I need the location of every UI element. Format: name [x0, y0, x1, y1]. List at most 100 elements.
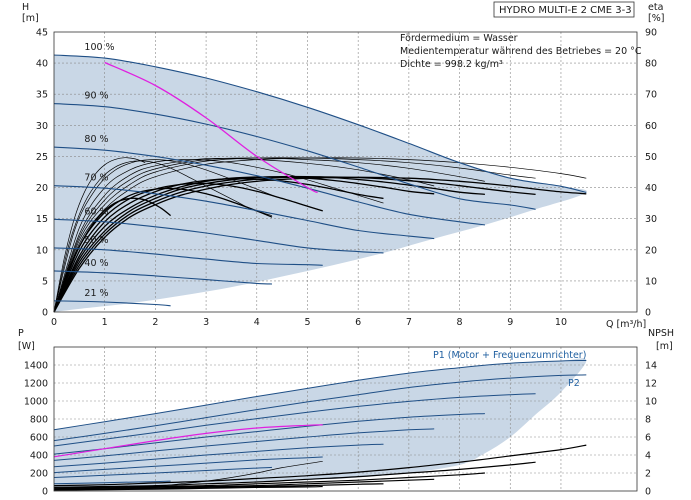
npsh-tick-label: 12 — [645, 379, 657, 390]
npsh-curve-15 — [53, 485, 323, 491]
speed-label: 80 % — [84, 134, 108, 145]
power-curve-2 — [53, 393, 536, 447]
top-left-axis-unit: [m] — [22, 13, 39, 24]
max-efficiency-line — [104, 61, 318, 194]
label-p1: P1 (Motor + Frequenzumrichter) — [433, 350, 586, 361]
top-right-axis-label: eta — [648, 2, 663, 13]
efficiency-curve-thin-24 — [53, 157, 146, 313]
y2-tick-label: 20 — [645, 245, 657, 256]
y2-tick-label: 50 — [645, 152, 657, 163]
npsh-curve-thin-16 — [104, 460, 323, 490]
y-tick-label: 40 — [36, 59, 48, 70]
y2-tick-label: 30 — [645, 214, 657, 225]
efficiency-curve-thin-20 — [53, 157, 435, 313]
note-medium: Fördermedium = Wasser — [400, 33, 518, 44]
bottom-operating-envelope — [54, 358, 587, 488]
y2-tick-label: 70 — [645, 90, 657, 101]
top-left-axis-label: H — [22, 2, 29, 13]
p-tick-label: 200 — [30, 469, 48, 480]
y2-tick-label: 90 — [645, 28, 657, 39]
npsh-curve-13 — [53, 478, 435, 490]
efficiency-curve-16 — [53, 197, 172, 313]
head-curve-2 — [53, 146, 485, 226]
efficiency-curve-thin-21 — [53, 159, 384, 313]
y-tick-label: 35 — [36, 90, 48, 101]
bottom-axis-ticks: 0 200 400 600 800 1000 1200 1400 0 2 4 6 8 10 12 14 — [24, 361, 657, 498]
npsh-tick-label: 6 — [645, 433, 651, 444]
speed-labels: 100 % 90 % 80 % 70 % 60 % 50 % 40 % 21 % — [84, 42, 114, 299]
x-tick-label: 3 — [203, 317, 209, 328]
npsh-tick-label: 8 — [645, 415, 651, 426]
npsh-curve-12 — [53, 472, 485, 489]
x-tick-label: 2 — [152, 317, 158, 328]
y-tick-label: 25 — [36, 152, 48, 163]
x-tick-label: 9 — [507, 317, 513, 328]
title-box — [493, 1, 635, 18]
head-curve-5 — [53, 247, 323, 266]
bottom-right-axis-label: NPSH — [648, 328, 674, 339]
speed-label: 50 % — [84, 235, 108, 246]
npsh-curves — [53, 444, 587, 491]
npsh-tick-label: 10 — [645, 397, 657, 408]
x-tick-label: 1 — [102, 317, 108, 328]
p-tick-label: 600 — [30, 433, 48, 444]
y2-tick-label: 40 — [645, 183, 657, 194]
efficiency-curve-12 — [53, 176, 435, 313]
npsh-tick-label: 4 — [645, 451, 651, 462]
efficiency-curve-thin-22 — [53, 159, 323, 313]
speed-label: 70 % — [84, 173, 108, 184]
efficiency-curve-thin-23 — [53, 160, 273, 313]
speed-label: 21 % — [84, 288, 108, 299]
power-curve-6 — [53, 456, 323, 474]
p-tick-label: 400 — [30, 451, 48, 462]
power-curve-5 — [53, 443, 384, 468]
p-tick-label: 1400 — [24, 361, 48, 372]
npsh-tick-label: 2 — [645, 469, 651, 480]
p-tick-label: 1000 — [24, 397, 48, 408]
top-plot-frame — [53, 31, 638, 313]
p-tick-label: 0 — [42, 487, 48, 498]
x-tick-label: 8 — [457, 317, 463, 328]
speed-label: 90 % — [84, 91, 108, 102]
x-tick-label: 7 — [406, 317, 412, 328]
npsh-curve-10 — [53, 444, 587, 487]
power-max-curve — [53, 424, 323, 458]
max-efficiency-curve — [104, 61, 318, 194]
note-density: Dichte = 998.2 kg/m³ — [400, 59, 503, 70]
p-tick-label: 800 — [30, 415, 48, 426]
npsh-curve-11 — [53, 461, 536, 488]
npsh-tick-label: 14 — [645, 361, 657, 372]
head-curve-1 — [53, 103, 536, 210]
head-curve-7 — [53, 300, 171, 307]
y-tick-label: 30 — [36, 121, 48, 132]
speed-label: 60 % — [84, 206, 108, 217]
bottom-left-axis-label: P — [18, 328, 24, 339]
power-curves — [53, 360, 587, 485]
head-curve-0 — [53, 54, 587, 194]
head-curve-3 — [53, 185, 435, 240]
y-tick-label: 10 — [36, 245, 48, 256]
y-tick-label: 45 — [36, 28, 48, 39]
y2-tick-label: 60 — [645, 121, 657, 132]
bottom-right-axis-unit: [m] — [656, 341, 673, 352]
x-tick-label: 6 — [355, 317, 361, 328]
bottom-left-axis-unit: [W] — [18, 341, 35, 352]
power-curve-8 — [53, 480, 171, 485]
y2-tick-label: 80 — [645, 59, 657, 70]
x-tick-label: 0 — [51, 317, 57, 328]
efficiency-curve-13 — [53, 178, 384, 313]
y2-tick-label: 0 — [645, 308, 651, 319]
y-tick-label: 5 — [42, 276, 48, 287]
speed-label: 40 % — [84, 258, 108, 269]
top-right-axis-unit: [%] — [648, 13, 664, 24]
efficiency-curve-9 — [53, 176, 587, 313]
head-curves — [53, 54, 587, 307]
efficiency-curves — [53, 157, 587, 313]
y2-tick-label: 10 — [645, 276, 657, 287]
x-tick-label: 4 — [254, 317, 260, 328]
bottom-plot-frame — [53, 346, 638, 492]
speed-label: 100 % — [84, 42, 114, 53]
power-curve-4 — [53, 428, 435, 461]
power-curve-7 — [53, 466, 273, 478]
